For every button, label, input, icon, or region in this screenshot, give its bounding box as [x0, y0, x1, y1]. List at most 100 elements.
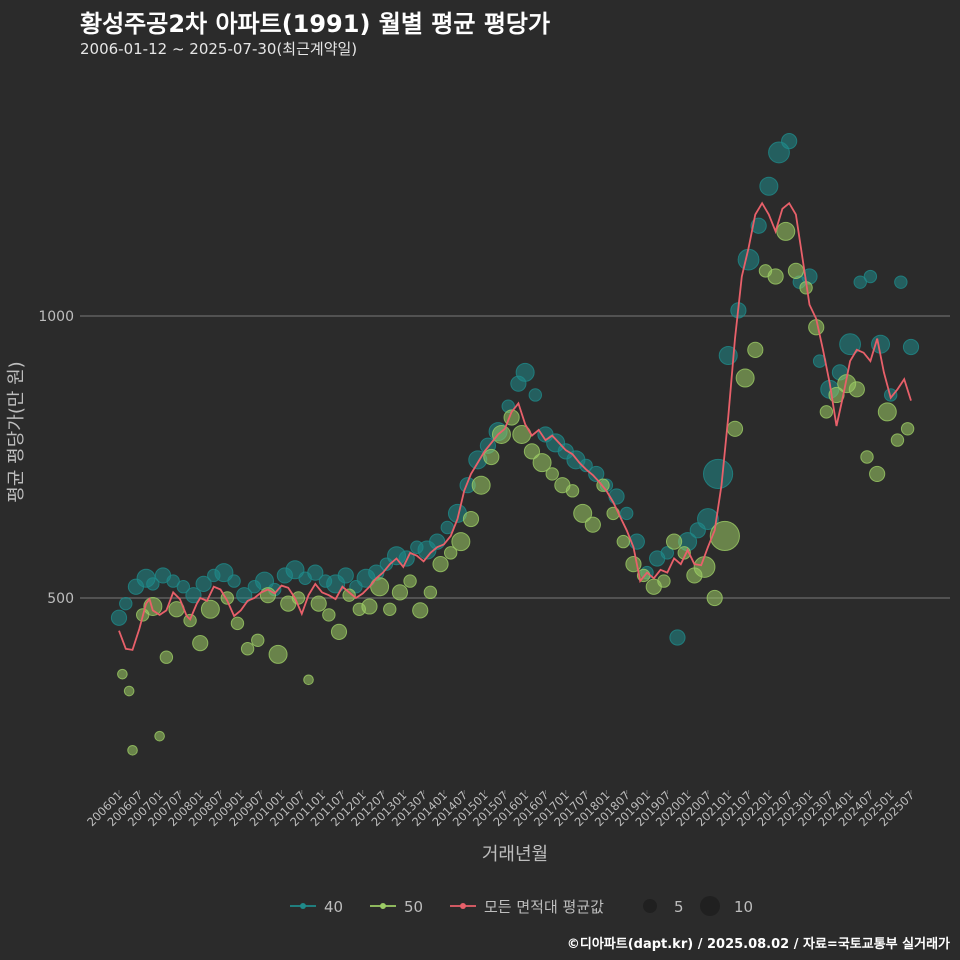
- data-point-50: [787, 262, 805, 279]
- data-point-50: [573, 503, 593, 523]
- data-point-40: [166, 574, 180, 588]
- data-point-40: [176, 580, 191, 594]
- data-point-50: [268, 644, 288, 664]
- data-point-40: [285, 560, 305, 580]
- x-tick-labels: 2006012006072007012007072008012008072009…: [84, 788, 917, 829]
- y-tick-label: 1000: [38, 309, 74, 325]
- data-point-50: [310, 595, 327, 612]
- data-point-50: [819, 405, 834, 419]
- legend-label-avg: 모든 면적대 평균값: [484, 898, 604, 916]
- data-point-50: [361, 598, 378, 615]
- data-point-50: [523, 443, 541, 460]
- data-point-50: [443, 546, 458, 560]
- data-point-50: [403, 574, 417, 588]
- legend-size-circle: [643, 899, 657, 913]
- data-point-50: [747, 341, 764, 358]
- data-point-50: [432, 556, 449, 573]
- legend: 40 50 모든 면적대 평균값 5 10: [290, 896, 753, 916]
- data-point-40: [195, 575, 212, 593]
- data-point-50: [117, 668, 128, 680]
- data-point-50: [860, 450, 874, 464]
- data-point-50: [483, 448, 500, 466]
- data-point-50: [330, 623, 348, 640]
- chart-subtitle: 2006-01-12 ~ 2025-07-30(최근계약일): [80, 40, 358, 58]
- data-point-40: [702, 458, 734, 490]
- data-point-50: [657, 574, 671, 588]
- data-point-40: [863, 269, 878, 284]
- data-point-40: [110, 609, 128, 626]
- legend-label-50: 50: [404, 898, 423, 916]
- y-tick-label: 500: [47, 591, 74, 607]
- data-point-40: [894, 275, 908, 289]
- legend-key-dot-50: [380, 903, 386, 909]
- data-point-40: [146, 577, 160, 591]
- data-point-50: [665, 533, 683, 550]
- data-point-50: [322, 608, 336, 622]
- data-point-40: [697, 508, 719, 530]
- data-point-40: [619, 506, 634, 521]
- legend-size-label: 10: [734, 898, 753, 916]
- data-point-50: [491, 424, 511, 444]
- legend-key-dot-avg: [460, 903, 466, 909]
- data-point-50: [342, 588, 356, 602]
- data-point-50: [890, 433, 905, 447]
- avg-series-line: [118, 201, 912, 651]
- data-point-40: [214, 563, 234, 583]
- data-point-50: [565, 484, 580, 498]
- data-point-50: [127, 744, 138, 756]
- chart-title: 황성주공2차 아파트(1991) 월별 평균 평당가: [80, 10, 551, 38]
- legend-size-circle: [700, 896, 720, 916]
- legend-key-dot-40: [300, 903, 306, 909]
- data-point-50: [240, 642, 255, 656]
- data-point-50: [303, 674, 314, 686]
- data-point-40: [579, 458, 593, 473]
- data-point-50: [143, 596, 163, 616]
- legend-label-40: 40: [324, 898, 343, 916]
- data-point-40: [759, 176, 779, 196]
- data-point-40: [185, 587, 202, 604]
- data-point-50: [532, 453, 552, 473]
- data-point-50: [230, 616, 245, 631]
- data-point-50: [154, 730, 165, 742]
- data-point-50: [383, 602, 397, 616]
- data-point-50: [776, 221, 796, 241]
- x-axis-label: 거래년월: [482, 844, 548, 865]
- data-point-50: [545, 467, 559, 481]
- data-point-50: [451, 532, 471, 552]
- data-point-50: [693, 556, 716, 578]
- data-point-40: [853, 275, 867, 289]
- data-point-50: [767, 268, 784, 285]
- data-point-40: [750, 217, 767, 234]
- data-point-40: [236, 587, 253, 604]
- credit-line: ©디아파트(dapt.kr) / 2025.08.02 / 자료=국토교통부 실…: [566, 937, 950, 952]
- data-point-50: [370, 577, 390, 597]
- data-point-50: [877, 402, 897, 422]
- data-point-40: [839, 333, 861, 356]
- data-point-50: [900, 422, 915, 436]
- data-point-50: [709, 520, 740, 552]
- data-point-50: [706, 589, 723, 607]
- data-point-50: [123, 685, 135, 697]
- data-point-50: [192, 635, 209, 652]
- data-point-40: [737, 248, 760, 271]
- data-point-40: [337, 567, 354, 584]
- data-point-50: [423, 585, 438, 600]
- data-point-50: [584, 516, 601, 533]
- data-point-40: [669, 629, 686, 646]
- data-point-50: [869, 465, 886, 483]
- data-point-40: [227, 574, 241, 588]
- data-point-50: [471, 475, 491, 495]
- data-point-50: [159, 650, 174, 664]
- data-point-50: [848, 381, 865, 398]
- data-point-50: [726, 420, 744, 437]
- average-line: [118, 201, 912, 651]
- data-point-40: [515, 362, 535, 382]
- data-point-50: [412, 602, 429, 619]
- data-point-40: [608, 488, 625, 505]
- legend-size-label: 5: [674, 898, 684, 916]
- y-axis-label: 평균 평당가(만 원): [6, 361, 27, 502]
- data-point-50: [735, 368, 755, 388]
- data-point-40: [660, 546, 675, 560]
- data-point-50: [616, 534, 631, 549]
